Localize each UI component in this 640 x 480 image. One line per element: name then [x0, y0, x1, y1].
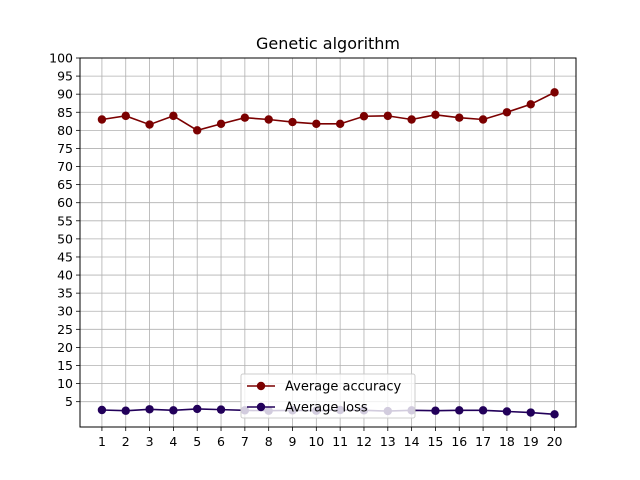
data-point [455, 113, 464, 122]
x-tick-label: 11 [332, 434, 348, 449]
data-point [455, 406, 464, 415]
y-tick-label: 5 [65, 394, 73, 409]
x-tick-label: 12 [356, 434, 372, 449]
x-tick-label: 7 [241, 434, 249, 449]
y-tick-label: 20 [57, 340, 73, 355]
x-tick-label: 9 [289, 434, 297, 449]
x-tick-label: 6 [217, 434, 225, 449]
data-point [478, 406, 488, 415]
data-point [121, 111, 130, 121]
legend-box [240, 373, 416, 419]
data-point [312, 119, 321, 129]
data-point [288, 117, 297, 127]
x-tick-label: 17 [475, 434, 491, 449]
x-tick-label: 20 [547, 434, 563, 449]
y-tick-label: 15 [57, 358, 73, 373]
axes: 1 2 3 4 5 6 7 8 9 10 11 12 13 14 15 16 17 18 19 20510152025… [49, 51, 562, 450]
x-tick-label: 2 [122, 434, 130, 449]
data-point [121, 406, 130, 415]
legend-swatch-marker [256, 381, 266, 391]
data-point [97, 115, 107, 124]
x-tick-label: 5 [193, 434, 201, 449]
data-point [169, 406, 178, 415]
data-point [431, 110, 440, 119]
x-tick-label: 1 [98, 434, 106, 449]
x-tick-label: 3 [146, 434, 154, 449]
y-tick-label: 85 [57, 105, 73, 120]
x-tick-label: 8 [265, 434, 273, 449]
data-point [216, 405, 226, 414]
chart-title: Genetic algorithm [256, 34, 400, 53]
data-point [216, 119, 226, 129]
y-tick-label: 100 [49, 51, 73, 66]
x-tick-label: 15 [427, 434, 443, 449]
data-point [526, 100, 535, 109]
data-point [550, 88, 559, 97]
data-point [193, 404, 202, 414]
data-point [145, 120, 154, 129]
data-point [169, 111, 178, 121]
x-tick-label: 19 [523, 434, 539, 449]
plot-frame [79, 57, 577, 428]
data-point [407, 115, 416, 124]
y-tick-label: 55 [57, 213, 73, 228]
data-point [264, 115, 273, 124]
data-point [478, 115, 488, 124]
y-tick-label: 70 [57, 159, 73, 174]
data-point [193, 126, 202, 135]
y-tick-label: 10 [57, 376, 73, 391]
x-tick-label: 4 [169, 434, 177, 449]
x-tick-label: 13 [380, 434, 396, 449]
data-point [97, 405, 107, 415]
data-point [431, 406, 440, 415]
y-tick-label: 30 [57, 304, 73, 319]
data-point [502, 108, 512, 117]
data-point [383, 111, 392, 121]
x-tick-label: 18 [499, 434, 515, 449]
data-point [335, 119, 345, 129]
legend: Average accuracy Average loss [240, 373, 416, 419]
data-point [550, 410, 559, 419]
y-tick-label: 35 [57, 286, 73, 301]
data-point [145, 405, 154, 414]
y-tick-label: 65 [57, 177, 73, 192]
y-tick-label: 90 [57, 87, 73, 102]
y-tick-label: 50 [57, 231, 73, 246]
y-tick-label: 75 [57, 141, 73, 156]
x-tick-label: 10 [308, 434, 324, 449]
y-tick-label: 40 [57, 268, 73, 283]
data-point [240, 113, 250, 122]
legend-swatch-marker [256, 402, 266, 412]
y-tick-label: 95 [57, 69, 73, 84]
legend-entry: Average loss [247, 401, 368, 416]
legend-label: Average accuracy [285, 380, 401, 395]
y-tick-label: 80 [57, 123, 73, 138]
x-tick-label: 16 [451, 434, 467, 449]
y-tick-label: 45 [57, 249, 73, 264]
data-point [526, 408, 535, 417]
legend-entry: Average accuracy [247, 380, 401, 395]
y-tick-label: 60 [57, 195, 73, 210]
legend-label: Average loss [285, 401, 368, 416]
y-tick-label: 25 [57, 322, 73, 337]
data-point [502, 407, 512, 416]
data-point [359, 112, 369, 121]
x-tick-label: 14 [404, 434, 420, 449]
